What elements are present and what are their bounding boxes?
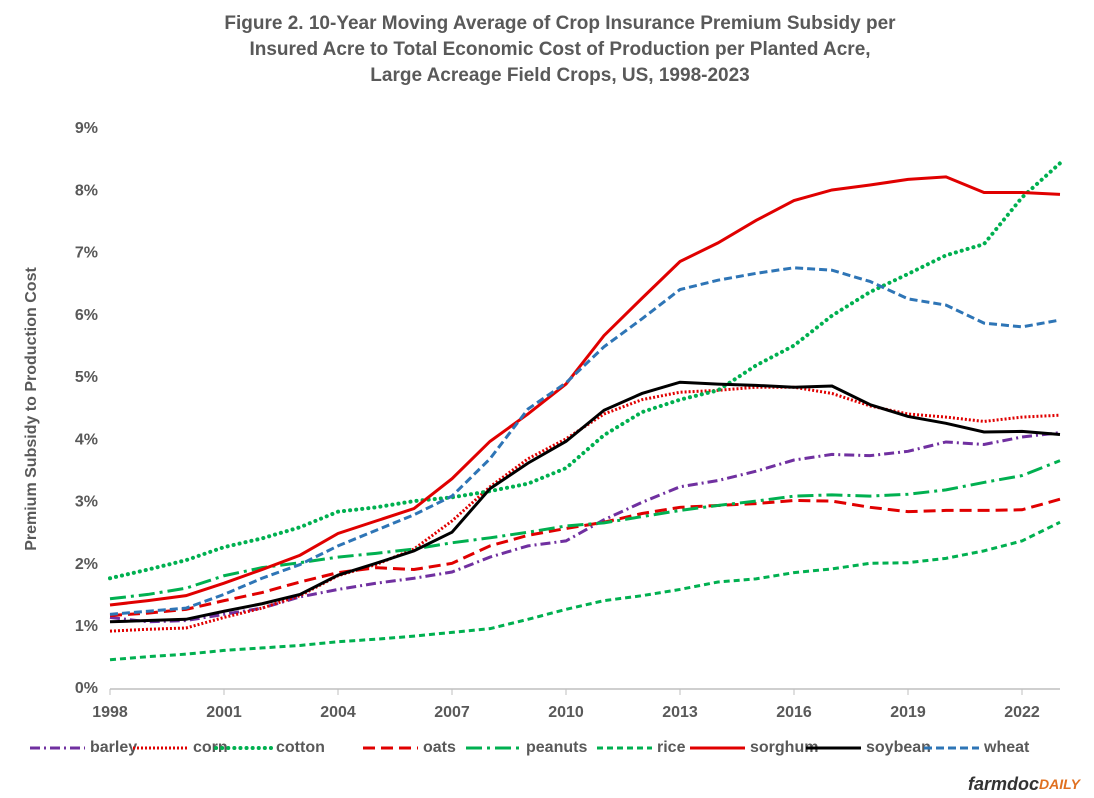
y-tick-label: 2% [75, 556, 98, 573]
legend-label: rice [657, 739, 686, 756]
x-tick-label: 2010 [548, 704, 584, 721]
y-tick-label: 7% [75, 245, 98, 262]
legend-label: peanuts [526, 739, 587, 756]
brand: farmdocDAILY [968, 774, 1082, 794]
x-tick-label: 2022 [1004, 704, 1040, 721]
legend-label: cotton [276, 739, 325, 756]
series-line [109, 431, 1061, 624]
series-line [109, 380, 1061, 624]
y-axis-label: Premium Subsidy to Production Cost [23, 267, 40, 551]
series-line [109, 497, 1061, 618]
x-tick-label: 2004 [320, 704, 356, 721]
y-tick-label: 6% [75, 307, 98, 324]
chart-title: Figure 2. 10-Year Moving Average of Crop… [224, 13, 896, 34]
brand-part: farmdoc [968, 774, 1039, 794]
brand-part: DAILY [1039, 776, 1082, 792]
y-tick-label: 4% [75, 431, 98, 448]
legend-label: wheat [983, 739, 1030, 756]
y-tick-label: 9% [75, 120, 98, 137]
series-line [109, 175, 1061, 607]
y-tick-label: 1% [75, 618, 98, 635]
legend-label: sorghum [750, 739, 818, 756]
series-line [108, 161, 1062, 581]
legend-label: barley [90, 739, 137, 756]
x-tick-label: 2001 [206, 704, 242, 721]
y-tick-label: 3% [75, 494, 98, 511]
y-tick-label: 8% [75, 182, 98, 199]
series-line [109, 266, 1061, 616]
chart-title: Insured Acre to Total Economic Cost of P… [249, 39, 870, 60]
series-line [109, 520, 1061, 662]
y-tick-label: 0% [75, 680, 98, 697]
x-tick-label: 1998 [92, 704, 128, 721]
x-tick-label: 2013 [662, 704, 698, 721]
y-tick-label: 5% [75, 369, 98, 386]
chart-title: Large Acreage Field Crops, US, 1998-2023 [370, 65, 749, 86]
legend-label: soybean [866, 739, 931, 756]
x-tick-label: 2007 [434, 704, 470, 721]
x-tick-label: 2016 [776, 704, 812, 721]
legend-label: oats [423, 739, 456, 756]
x-tick-label: 2019 [890, 704, 926, 721]
legend-label: corn [193, 739, 228, 756]
